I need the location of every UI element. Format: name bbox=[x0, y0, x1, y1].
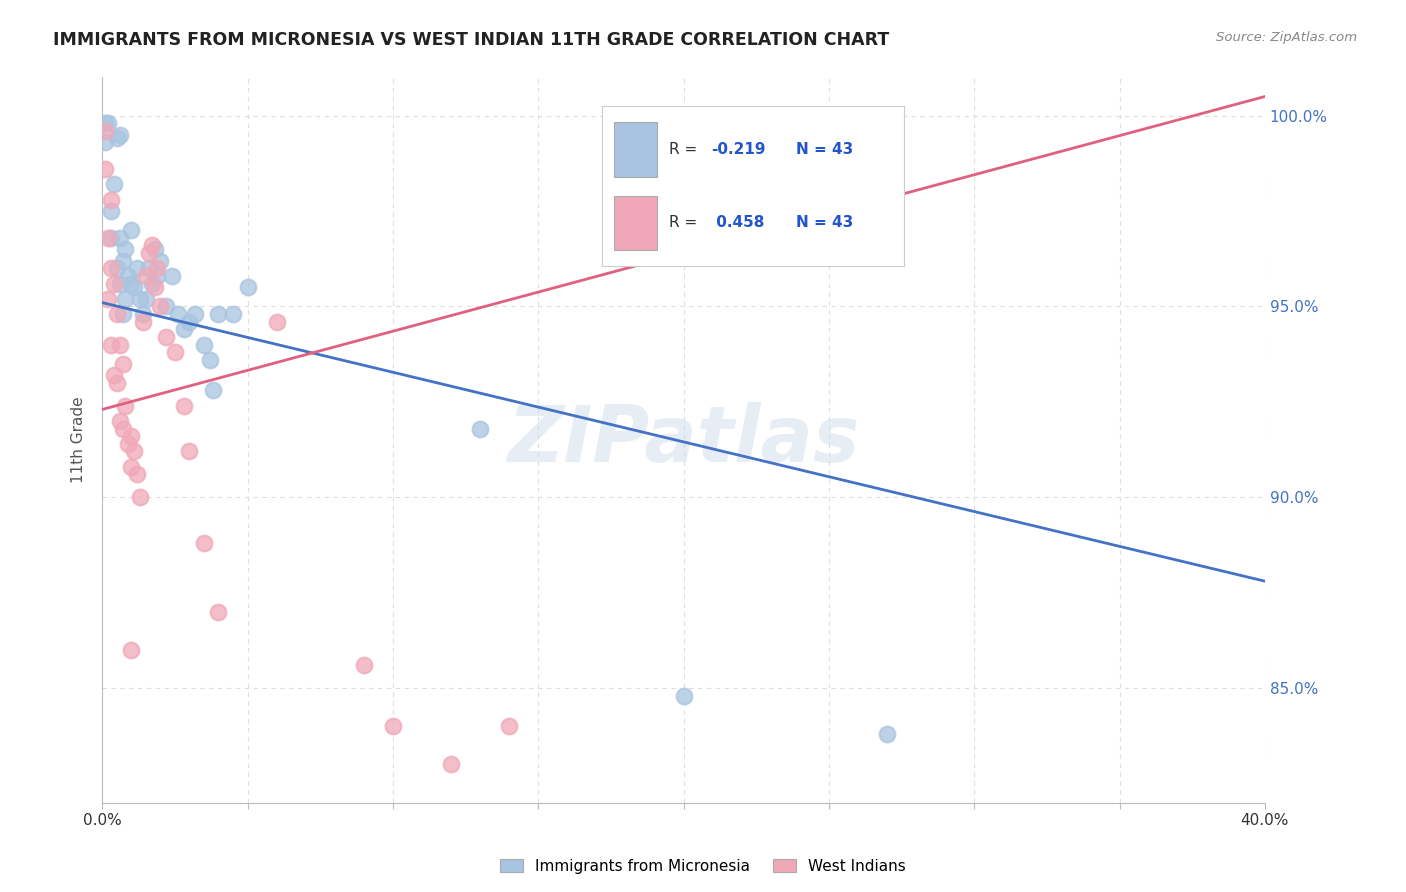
Point bbox=[201, 384, 224, 398]
Point bbox=[108, 128, 131, 142]
Point bbox=[173, 322, 195, 336]
Y-axis label: 11th Grade: 11th Grade bbox=[72, 397, 86, 483]
Point bbox=[184, 307, 207, 321]
Point bbox=[789, 146, 811, 161]
Point bbox=[122, 280, 145, 294]
Point bbox=[114, 242, 136, 256]
Point bbox=[117, 268, 139, 283]
Point bbox=[114, 399, 136, 413]
Point bbox=[100, 204, 122, 219]
Point bbox=[166, 307, 188, 321]
Point bbox=[498, 719, 520, 733]
Point bbox=[97, 292, 120, 306]
Point bbox=[132, 307, 155, 321]
Point bbox=[94, 161, 117, 176]
Point bbox=[163, 345, 186, 359]
Point bbox=[141, 238, 163, 252]
Point bbox=[381, 719, 404, 733]
Point bbox=[353, 658, 375, 673]
Point bbox=[173, 399, 195, 413]
Point bbox=[146, 261, 169, 276]
Point bbox=[672, 120, 695, 134]
Point bbox=[100, 337, 122, 351]
Point bbox=[105, 131, 128, 145]
Point bbox=[179, 444, 201, 458]
Text: Source: ZipAtlas.com: Source: ZipAtlas.com bbox=[1216, 31, 1357, 45]
Point bbox=[120, 643, 142, 657]
Point bbox=[198, 352, 221, 367]
Point bbox=[876, 727, 898, 741]
Point bbox=[108, 414, 131, 428]
Point bbox=[111, 421, 134, 435]
Point bbox=[120, 277, 142, 291]
Point bbox=[111, 253, 134, 268]
Point bbox=[160, 268, 183, 283]
Point bbox=[207, 307, 229, 321]
Point bbox=[266, 315, 288, 329]
Point bbox=[120, 459, 142, 474]
Point bbox=[129, 490, 152, 504]
Point bbox=[108, 231, 131, 245]
Point bbox=[97, 231, 120, 245]
Point bbox=[111, 357, 134, 371]
Text: IMMIGRANTS FROM MICRONESIA VS WEST INDIAN 11TH GRADE CORRELATION CHART: IMMIGRANTS FROM MICRONESIA VS WEST INDIA… bbox=[53, 31, 890, 49]
Point bbox=[138, 246, 160, 260]
Point bbox=[97, 116, 120, 130]
Point bbox=[120, 223, 142, 237]
Point bbox=[122, 444, 145, 458]
Legend: Immigrants from Micronesia, West Indians: Immigrants from Micronesia, West Indians bbox=[494, 853, 912, 880]
Point bbox=[155, 300, 177, 314]
Point bbox=[149, 253, 172, 268]
Point bbox=[127, 467, 149, 482]
Point bbox=[105, 261, 128, 276]
Point bbox=[135, 292, 157, 306]
Point bbox=[179, 315, 201, 329]
Point bbox=[193, 536, 215, 550]
Point bbox=[135, 268, 157, 283]
Point bbox=[100, 193, 122, 207]
Point bbox=[94, 136, 117, 150]
Point bbox=[143, 242, 166, 256]
Point bbox=[143, 280, 166, 294]
Point bbox=[440, 757, 463, 772]
Point bbox=[146, 268, 169, 283]
Point bbox=[141, 277, 163, 291]
Point bbox=[108, 337, 131, 351]
Point bbox=[105, 376, 128, 390]
Point bbox=[100, 261, 122, 276]
Point bbox=[94, 116, 117, 130]
Point bbox=[103, 277, 125, 291]
Point bbox=[100, 231, 122, 245]
Point bbox=[120, 429, 142, 443]
Point bbox=[111, 307, 134, 321]
Point bbox=[236, 280, 259, 294]
Point bbox=[155, 330, 177, 344]
Point bbox=[129, 292, 152, 306]
Point bbox=[193, 337, 215, 351]
Point bbox=[114, 292, 136, 306]
Point bbox=[468, 421, 491, 435]
Point bbox=[108, 277, 131, 291]
Point bbox=[672, 689, 695, 703]
Point bbox=[94, 124, 117, 138]
Point bbox=[132, 315, 155, 329]
Point bbox=[222, 307, 245, 321]
Point bbox=[138, 261, 160, 276]
Point bbox=[207, 605, 229, 619]
Point bbox=[127, 261, 149, 276]
Point bbox=[103, 178, 125, 192]
Point bbox=[149, 300, 172, 314]
Point bbox=[105, 307, 128, 321]
Text: ZIPatlas: ZIPatlas bbox=[508, 402, 859, 478]
Point bbox=[103, 368, 125, 383]
Point bbox=[117, 437, 139, 451]
